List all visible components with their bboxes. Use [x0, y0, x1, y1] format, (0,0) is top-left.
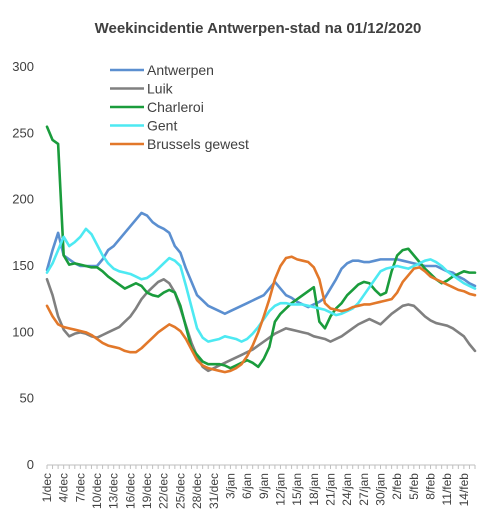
x-tick-label: 28/dec [190, 473, 204, 509]
x-tick-label: 16/dec [123, 473, 137, 509]
legend-label-antwerpen: Antwerpen [147, 62, 214, 78]
x-tick-label: 24/jan [340, 473, 354, 506]
y-tick-label: 250 [12, 125, 34, 140]
legend: Antwerpen Luik Charleroi Gent Brussels gewes… [110, 62, 249, 152]
series-group [45, 125, 477, 374]
x-tick-label: 30/jan [374, 473, 388, 506]
x-tick-label: 22/dec [157, 473, 171, 509]
x-tick-label: 3/jan [223, 473, 237, 499]
x-tick-label: 10/dec [90, 473, 104, 509]
legend-label-gent: Gent [147, 118, 177, 134]
x-tick-label: 5/feb [407, 473, 421, 500]
x-tick-label: 9/jan [257, 473, 271, 499]
y-axis-ticks: 0 50 100 150 200 250 300 [12, 59, 34, 472]
x-tick-label: 7/dec [73, 473, 87, 502]
x-tick-label: 25/dec [173, 473, 187, 509]
series-line-luik [45, 277, 477, 373]
x-tick-label: 18/jan [307, 473, 321, 506]
series-line-brussels-gewest [45, 255, 477, 374]
x-tick-label: 6/jan [240, 473, 254, 499]
chart-title: Weekincidentie Antwerpen-stad na 01/12/2… [95, 20, 422, 37]
x-tick-label: 1/dec [40, 473, 54, 502]
y-tick-label: 300 [12, 59, 34, 74]
x-tick-label: 19/dec [140, 473, 154, 509]
x-tick-label: 15/jan [290, 473, 304, 506]
x-tick-label: 4/dec [57, 473, 71, 502]
x-tick-label: 13/dec [107, 473, 121, 509]
x-tick-label: 12/jan [273, 473, 287, 506]
x-tick-label: 21/jan [323, 473, 337, 506]
legend-label-charleroi: Charleroi [147, 99, 204, 115]
series-line-charleroi [45, 125, 477, 370]
legend-label-luik: Luik [147, 81, 174, 97]
x-tick-label: 11/feb [440, 473, 454, 506]
y-tick-label: 100 [12, 324, 34, 339]
y-tick-label: 50 [20, 391, 34, 406]
x-tick-label: 14/feb [457, 473, 471, 507]
series-line-antwerpen [45, 211, 477, 316]
y-tick-label: 150 [12, 258, 34, 273]
x-axis-ticks: 1/dec 4/dec 7/dec 10/dec 13/dec 16/dec 19/dec 2… [40, 465, 476, 509]
x-tick-label: 31/dec [207, 473, 221, 509]
legend-label-brussels-gewest: Brussels gewest [147, 136, 249, 152]
y-tick-label: 0 [27, 457, 34, 472]
x-tick-label: 27/jan [357, 473, 371, 506]
y-tick-label: 200 [12, 192, 34, 207]
x-tick-label: 8/feb [424, 473, 438, 500]
x-tick-label: 2/feb [390, 473, 404, 500]
